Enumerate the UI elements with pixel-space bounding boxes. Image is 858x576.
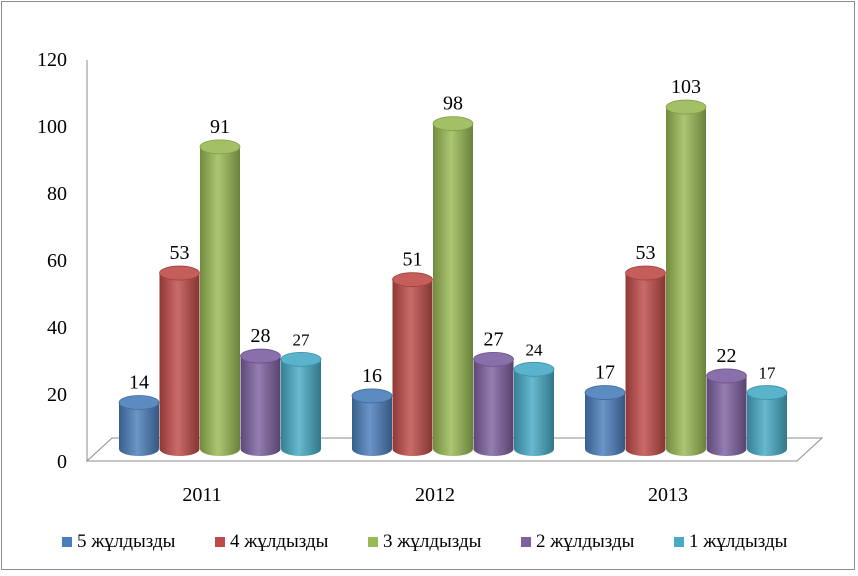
bar (746, 385, 788, 456)
bar (432, 116, 474, 456)
data-label: 53 (170, 242, 190, 264)
bar-top (706, 368, 747, 384)
data-label: 51 (403, 249, 423, 271)
bar-top (432, 116, 474, 132)
data-label: 24 (526, 340, 544, 359)
bar-body (473, 359, 514, 457)
y-tick-label: 80 (47, 183, 67, 205)
bar-body (706, 375, 747, 457)
data-label: 27 (484, 328, 504, 350)
y-tick-label: 100 (37, 116, 67, 138)
bar-body (240, 356, 281, 457)
data-label: 91 (210, 116, 230, 138)
data-label: 16 (362, 365, 382, 387)
bar (665, 99, 707, 456)
legend: 5 жұлдызды 4 жұлдызды 3 жұлдызды 2 жұлдызды… (62, 531, 788, 552)
bar (159, 265, 200, 457)
x-category-label: 2011 (182, 484, 221, 506)
bar (392, 272, 433, 457)
bar (473, 351, 514, 457)
bar-body (433, 123, 473, 456)
bar (625, 265, 666, 456)
bar-top (665, 99, 707, 115)
bar-top (584, 385, 626, 400)
y-tick-label: 0 (57, 451, 67, 473)
legend-label: 2 жұлдызды (536, 531, 635, 552)
bars (118, 99, 788, 457)
bar-body (747, 392, 787, 456)
x-axis-categories: 2011 2012 2013 (182, 484, 688, 506)
legend-item: 1 жұлдызды (674, 531, 788, 552)
bar (240, 348, 281, 457)
y-axis-ticks: 0 20 40 60 80 100 120 (37, 49, 67, 473)
data-label: 14 (129, 372, 149, 394)
y-tick-label: 120 (37, 49, 67, 71)
bar-body (119, 402, 159, 456)
legend-swatch (521, 537, 531, 547)
bar-body (352, 395, 392, 456)
bar-body (514, 369, 554, 456)
data-labels: 14 53 91 28 27 16 51 98 27 24 17 53 103 22 17 (129, 76, 776, 393)
legend-swatch (62, 537, 72, 547)
y-tick-label: 40 (47, 317, 67, 339)
legend-item: 5 жұлдызды (62, 531, 176, 552)
y-tick-label: 20 (47, 384, 67, 406)
x-category-label: 2012 (415, 484, 455, 506)
legend-label: 5 жұлдызды (77, 531, 176, 552)
bar-body (281, 359, 321, 456)
data-label: 53 (636, 242, 656, 264)
bar-body (392, 279, 433, 457)
data-label: 17 (759, 364, 777, 383)
legend-swatch (674, 537, 684, 547)
bar-top (118, 395, 160, 410)
bar (280, 351, 322, 456)
x-category-label: 2013 (648, 484, 688, 506)
bar (513, 361, 555, 456)
bar-top (625, 265, 666, 281)
bar-top (392, 272, 433, 288)
bar-top (746, 385, 788, 400)
y-tick-label: 60 (47, 250, 67, 272)
bar-top (159, 265, 200, 281)
bar-body (625, 273, 666, 456)
bar-body (200, 146, 240, 456)
legend-item: 3 жұлдызды (368, 531, 482, 552)
data-label: 17 (595, 362, 615, 384)
bar-body (585, 392, 625, 456)
legend-label: 3 жұлдызды (383, 531, 482, 552)
legend-item: 2 жұлдызды (521, 531, 635, 552)
bar-top (473, 351, 514, 367)
bar-top (513, 361, 555, 377)
legend-label: 4 жұлдызды (230, 531, 329, 552)
bar-body (666, 107, 706, 456)
data-label: 28 (251, 325, 271, 347)
data-label: 103 (671, 76, 701, 98)
bar-top (351, 388, 393, 404)
bar (584, 385, 626, 456)
bar-body (159, 273, 200, 457)
bar-top (199, 139, 241, 155)
bar (199, 139, 241, 456)
data-label: 22 (717, 345, 737, 367)
data-label: 98 (443, 93, 463, 115)
bar (706, 368, 747, 457)
data-label: 27 (293, 330, 311, 349)
legend-item: 4 жұлдызды (215, 531, 329, 552)
legend-label: 1 жұлдызды (689, 531, 788, 552)
bar (351, 388, 393, 456)
bar-top (240, 348, 281, 364)
bar-top (280, 351, 322, 367)
legend-swatch (368, 537, 378, 547)
legend-swatch (215, 537, 225, 547)
bar (118, 395, 160, 456)
